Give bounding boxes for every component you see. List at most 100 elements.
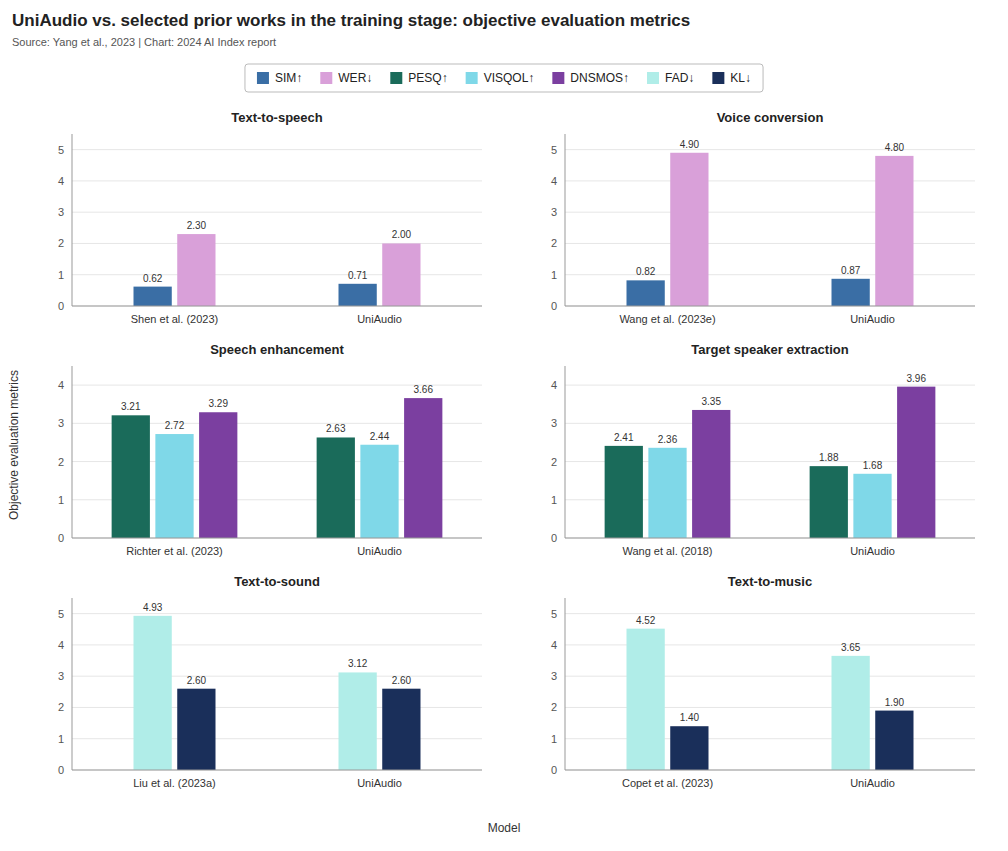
panel: Text-to-speech0123450.622.300.712.00Shen…: [58, 110, 482, 325]
bar: [360, 445, 398, 538]
y-tick-label: 5: [551, 144, 557, 156]
bar: [670, 153, 708, 306]
data-label: 3.65: [841, 642, 861, 653]
legend-swatch: [466, 72, 478, 84]
data-labels: 4.521.403.651.90: [636, 615, 905, 724]
bar: [177, 689, 215, 770]
bar: [832, 656, 870, 770]
x-tick-label: UniAudio: [357, 777, 402, 789]
y-tick-label: 4: [58, 175, 64, 187]
grid-line: [72, 613, 482, 614]
y-axis-line: [72, 598, 73, 770]
data-labels: 3.212.723.292.632.443.66: [121, 384, 433, 442]
panel: Voice conversion0123450.824.900.874.80Wa…: [551, 110, 975, 325]
y-tick-label: 1: [58, 494, 64, 506]
y-tick-label: 2: [551, 237, 557, 249]
panel-title: Text-to-sound: [234, 574, 320, 589]
legend-label: FAD↓: [665, 71, 694, 85]
legend-swatch: [257, 72, 269, 84]
x-tick-label: UniAudio: [357, 313, 402, 325]
y-tick-label: 0: [551, 532, 557, 544]
bars: [627, 153, 914, 306]
title: UniAudio vs. selected prior works in the…: [12, 11, 690, 30]
chart-root: UniAudio vs. selected prior works in the…: [0, 0, 1008, 851]
bar: [112, 415, 150, 538]
data-label: 1.90: [885, 697, 905, 708]
legend-label: SIM↑: [275, 71, 302, 85]
bar: [853, 474, 891, 538]
panel-title: Speech enhancement: [210, 342, 344, 357]
bar: [832, 279, 870, 306]
y-tick-label: 0: [551, 300, 557, 312]
y-tick-label: 5: [58, 144, 64, 156]
legend-label: DNSMOS↑: [570, 71, 629, 85]
grid-line: [72, 149, 482, 150]
data-labels: 4.932.603.122.60: [143, 602, 412, 686]
grid-line: [72, 770, 482, 771]
data-labels: 0.824.900.874.80: [636, 139, 905, 278]
data-label: 0.62: [143, 273, 163, 284]
subtitle: Source: Yang et al., 2023 | Chart: 2024 …: [12, 36, 276, 48]
panel: Text-to-music0123454.521.403.651.90Copet…: [551, 574, 975, 789]
legend-label: PESQ↑: [408, 71, 447, 85]
bar: [134, 616, 172, 770]
bar: [670, 726, 708, 770]
panel: Speech enhancement012343.212.723.292.632…: [58, 342, 482, 557]
data-label: 2.63: [326, 423, 346, 434]
bar: [810, 466, 848, 538]
bars: [112, 398, 443, 538]
legend-swatch: [320, 72, 332, 84]
legend-items: SIM↑WER↓PESQ↑VISQOL↑DNSMOS↑FAD↓KL↓: [257, 71, 751, 85]
grid-line: [565, 770, 975, 771]
data-label: 3.29: [208, 398, 228, 409]
data-labels: 2.412.363.351.881.683.96: [614, 373, 926, 471]
y-tick-label: 1: [58, 269, 64, 281]
bars: [134, 616, 421, 770]
data-label: 3.66: [413, 384, 433, 395]
y-tick-label: 0: [58, 300, 64, 312]
data-label: 3.12: [348, 658, 368, 669]
x-tick-label: Wang et al. (2018): [622, 545, 712, 557]
data-label: 2.41: [614, 432, 634, 443]
data-label: 1.88: [819, 452, 839, 463]
data-label: 0.87: [841, 265, 861, 276]
legend-label: VISQOL↑: [484, 71, 535, 85]
y-tick-label: 4: [551, 379, 557, 391]
grid-line: [72, 538, 482, 539]
y-tick-label: 1: [551, 494, 557, 506]
data-label: 0.82: [636, 266, 656, 277]
y-tick-label: 3: [551, 670, 557, 682]
data-label: 3.21: [121, 401, 141, 412]
bar: [317, 437, 355, 538]
data-label: 2.30: [187, 220, 207, 231]
x-axis-line: [565, 770, 975, 771]
x-tick-label: UniAudio: [357, 545, 402, 557]
y-axis-line: [565, 366, 566, 538]
x-axis-line: [72, 306, 482, 307]
y-tick-label: 3: [58, 670, 64, 682]
bar: [382, 689, 420, 770]
grid-line: [565, 149, 975, 150]
y-tick-label: 0: [551, 764, 557, 776]
background: [0, 0, 1008, 851]
data-labels: 0.622.300.712.00: [143, 220, 412, 284]
x-tick-label: Liu et al. (2023a): [133, 777, 216, 789]
bar: [134, 287, 172, 306]
x-axis-line: [565, 538, 975, 539]
x-tick-label: UniAudio: [850, 313, 895, 325]
panel-title: Text-to-speech: [231, 110, 323, 125]
panel-title: Voice conversion: [717, 110, 824, 125]
y-tick-label: 3: [551, 417, 557, 429]
y-axis-line: [565, 598, 566, 770]
y-axis-line: [72, 366, 73, 538]
data-label: 2.72: [165, 420, 185, 431]
bar: [875, 156, 913, 306]
data-label: 2.60: [187, 675, 207, 686]
legend-swatch: [647, 72, 659, 84]
bar: [648, 448, 686, 538]
bars: [627, 629, 914, 770]
legend-swatch: [390, 72, 402, 84]
y-tick-label: 2: [551, 456, 557, 468]
grid-line: [72, 306, 482, 307]
data-label: 1.68: [863, 460, 883, 471]
